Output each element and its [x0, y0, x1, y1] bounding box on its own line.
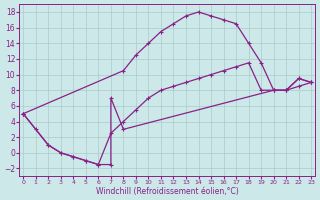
- X-axis label: Windchill (Refroidissement éolien,°C): Windchill (Refroidissement éolien,°C): [96, 187, 239, 196]
